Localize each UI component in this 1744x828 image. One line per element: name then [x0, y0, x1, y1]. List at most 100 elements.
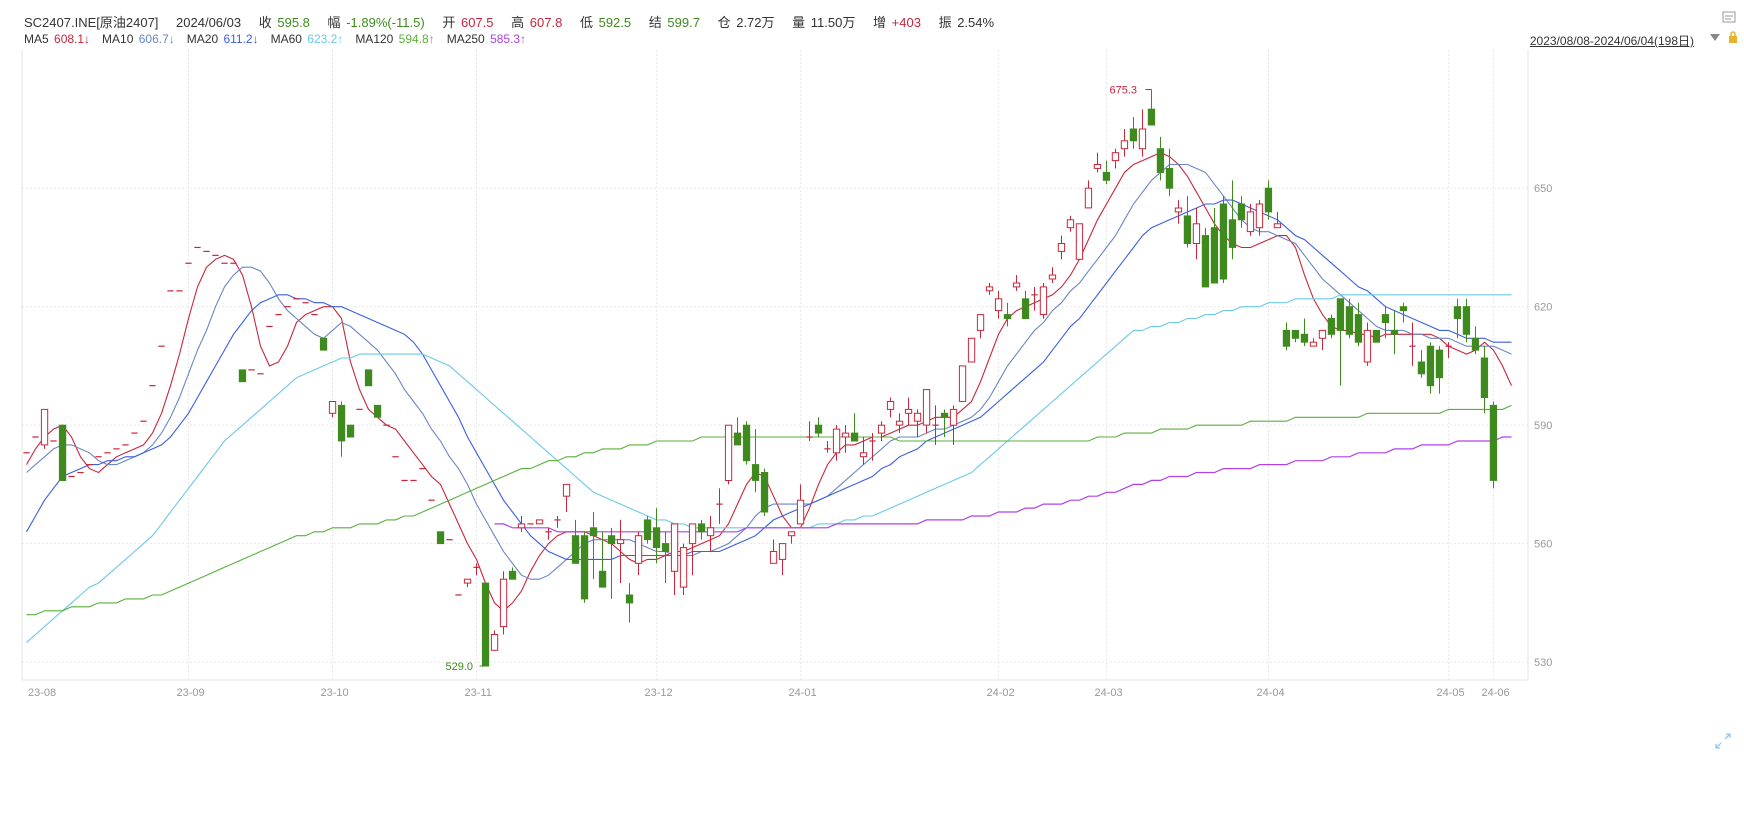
low-label: 低 — [579, 15, 593, 30]
candle — [373, 404, 382, 418]
chevron-down-icon[interactable] — [1708, 30, 1722, 44]
ma-line-ma250 — [494, 436, 1512, 533]
candle — [1066, 215, 1075, 232]
candle-body — [625, 594, 634, 604]
candle — [490, 630, 499, 651]
candle — [742, 421, 751, 465]
candle — [1309, 338, 1318, 347]
candle — [1453, 298, 1462, 339]
settings-icon[interactable] — [1722, 10, 1736, 24]
candle — [481, 582, 490, 667]
candle-body — [778, 543, 787, 560]
candle — [1291, 329, 1300, 343]
candle — [1219, 196, 1228, 283]
candle-body — [1417, 361, 1426, 375]
candle — [1445, 342, 1452, 359]
candle — [1057, 235, 1066, 260]
x-tick-label: 24-02 — [987, 687, 1015, 699]
x-tick-label: 23-10 — [321, 687, 349, 699]
candle — [652, 508, 661, 564]
candle-body — [1156, 148, 1165, 173]
candle — [824, 440, 831, 453]
candle-body — [877, 424, 886, 434]
candle-body — [1021, 298, 1030, 319]
close-value: 595.8 — [277, 15, 310, 30]
candle-body — [1183, 215, 1192, 244]
candle-body — [1201, 235, 1210, 288]
candle — [859, 437, 868, 465]
candle — [688, 523, 697, 576]
candle — [932, 405, 939, 445]
candle — [796, 484, 805, 525]
candle-body — [1453, 306, 1462, 320]
candle — [473, 563, 480, 576]
max-price-label: 675.3 — [1110, 84, 1138, 96]
candle-body — [1138, 128, 1147, 150]
ma-line-ma5 — [26, 152, 1513, 612]
candle — [967, 337, 976, 363]
x-tick-label: 24-03 — [1095, 687, 1123, 699]
candle — [1201, 227, 1210, 288]
candle-body — [895, 420, 904, 426]
candle-body — [949, 408, 958, 426]
candle — [1156, 136, 1165, 181]
candle-body — [832, 428, 841, 454]
candle-body — [1147, 108, 1156, 126]
candle — [1246, 204, 1255, 236]
lock-icon[interactable] — [1726, 30, 1740, 44]
candle-body — [688, 523, 697, 545]
candle — [841, 425, 850, 453]
symbol-name: SC2407.INE[原油2407] — [24, 15, 159, 30]
candle-body — [1300, 333, 1309, 343]
candle-body — [1336, 298, 1345, 331]
candle — [1426, 342, 1435, 394]
x-tick-label: 23-11 — [465, 687, 492, 699]
candle-body — [994, 298, 1003, 312]
candle — [716, 488, 723, 524]
amplitude-value: 2.54% — [957, 15, 995, 30]
candle — [580, 531, 589, 603]
candle — [806, 421, 813, 441]
candle-body — [589, 527, 598, 537]
x-tick-label: 24-05 — [1437, 687, 1465, 699]
candle — [787, 531, 796, 544]
candle — [1111, 148, 1120, 169]
candle-body — [1111, 152, 1120, 162]
candle — [1390, 310, 1399, 355]
candle-body — [562, 483, 571, 497]
candle — [1381, 306, 1390, 339]
y-tick-label: 620 — [1534, 302, 1552, 314]
ma-legend-name: MA10 — [102, 32, 137, 46]
candle-body — [373, 404, 382, 418]
low-value: 592.5 — [598, 15, 632, 30]
date-range-link[interactable]: 2023/08/08-2024/06/04(198日) — [1529, 34, 1694, 48]
candle — [760, 468, 769, 516]
ma-legend-value: 608.1↓ — [54, 32, 91, 46]
quote-date: 2024/06/03 — [176, 15, 242, 30]
candle — [1003, 302, 1012, 327]
candle — [625, 583, 634, 623]
candle-body — [1399, 306, 1408, 312]
candle — [40, 408, 49, 449]
candle-body — [769, 551, 778, 564]
candle-body — [1264, 187, 1273, 213]
ma-legend-name: MA250 — [446, 32, 489, 46]
candle-body — [1165, 168, 1174, 189]
candle-body — [1003, 314, 1012, 320]
candle — [769, 539, 778, 564]
candle — [616, 519, 625, 584]
expand-icon[interactable] — [1714, 732, 1732, 750]
candle — [661, 531, 670, 584]
candle — [554, 515, 561, 528]
candle — [1048, 267, 1057, 283]
x-tick-label: 23-08 — [28, 687, 56, 699]
candle-body — [436, 531, 445, 545]
candle-body — [1210, 227, 1219, 284]
candle-body — [1237, 203, 1246, 221]
candle-body — [1363, 329, 1372, 363]
candle — [562, 483, 571, 513]
candle-body — [1102, 171, 1111, 181]
candle-body — [1480, 357, 1489, 398]
candle — [1165, 148, 1174, 197]
candle-body — [787, 531, 796, 537]
